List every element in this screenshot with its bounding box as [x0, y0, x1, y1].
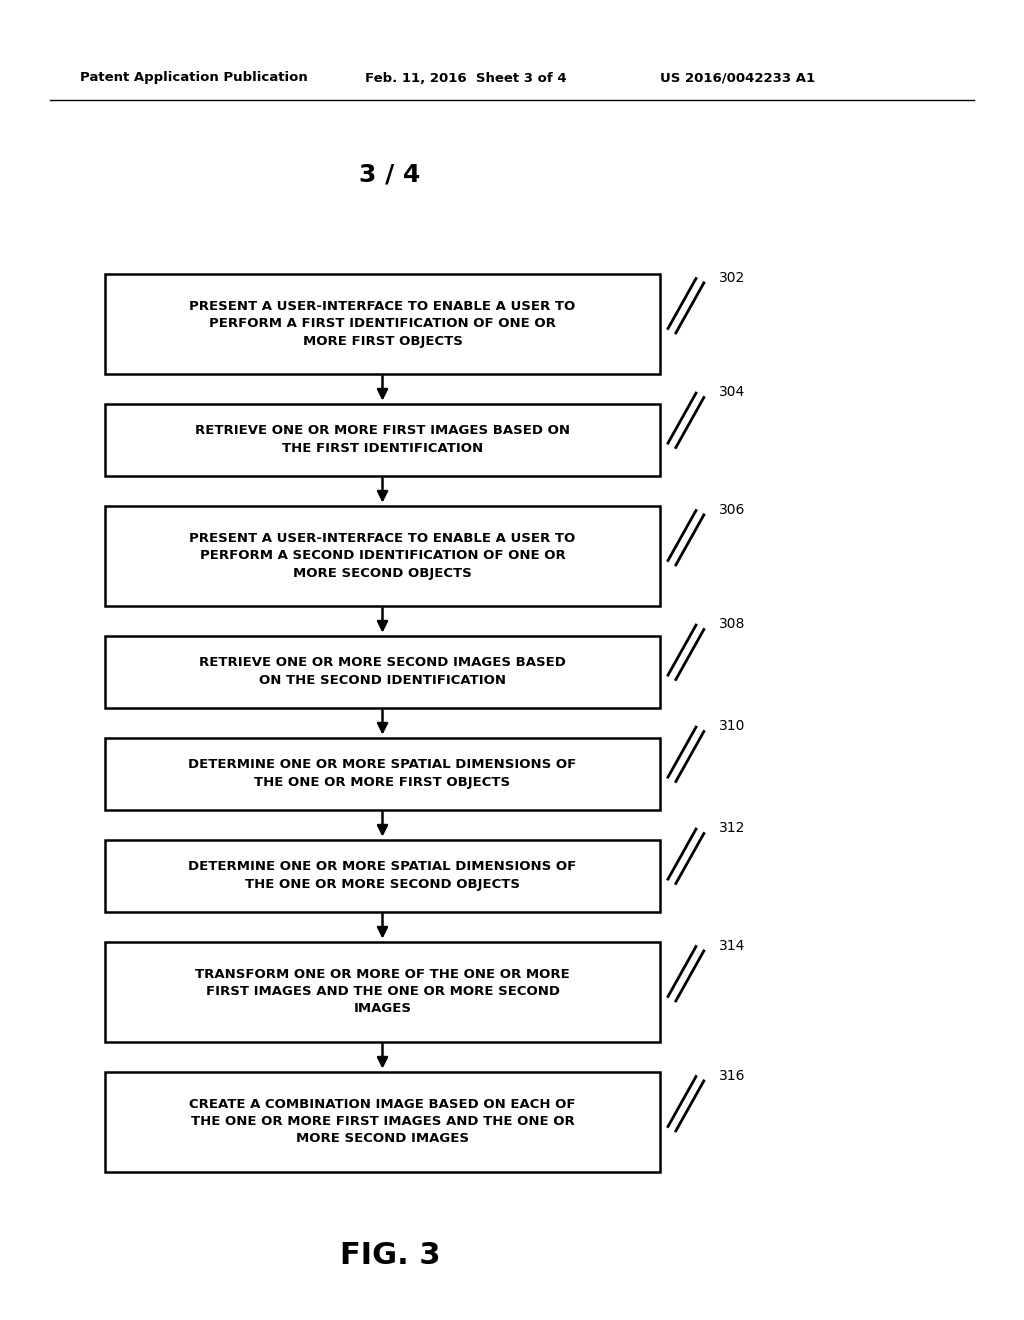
Text: RETRIEVE ONE OR MORE SECOND IMAGES BASED
ON THE SECOND IDENTIFICATION: RETRIEVE ONE OR MORE SECOND IMAGES BASED…: [199, 656, 566, 686]
Text: PRESENT A USER-INTERFACE TO ENABLE A USER TO
PERFORM A FIRST IDENTIFICATION OF O: PRESENT A USER-INTERFACE TO ENABLE A USE…: [189, 300, 575, 347]
Text: 308: 308: [719, 618, 745, 631]
Text: TRANSFORM ONE OR MORE OF THE ONE OR MORE
FIRST IMAGES AND THE ONE OR MORE SECOND: TRANSFORM ONE OR MORE OF THE ONE OR MORE…: [196, 968, 570, 1015]
Bar: [105, 840, 660, 912]
Text: 306: 306: [719, 503, 745, 517]
Text: 314: 314: [719, 939, 745, 953]
Text: 302: 302: [719, 271, 745, 285]
Bar: [105, 738, 660, 809]
Text: DETERMINE ONE OR MORE SPATIAL DIMENSIONS OF
THE ONE OR MORE FIRST OBJECTS: DETERMINE ONE OR MORE SPATIAL DIMENSIONS…: [188, 758, 577, 789]
Bar: [105, 941, 660, 1041]
Text: 316: 316: [719, 1069, 745, 1082]
Bar: [105, 635, 660, 708]
Bar: [105, 273, 660, 374]
Text: Feb. 11, 2016  Sheet 3 of 4: Feb. 11, 2016 Sheet 3 of 4: [365, 71, 566, 84]
Text: CREATE A COMBINATION IMAGE BASED ON EACH OF
THE ONE OR MORE FIRST IMAGES AND THE: CREATE A COMBINATION IMAGE BASED ON EACH…: [189, 1097, 575, 1146]
Text: DETERMINE ONE OR MORE SPATIAL DIMENSIONS OF
THE ONE OR MORE SECOND OBJECTS: DETERMINE ONE OR MORE SPATIAL DIMENSIONS…: [188, 861, 577, 891]
Text: FIG. 3: FIG. 3: [340, 1241, 440, 1270]
Text: PRESENT A USER-INTERFACE TO ENABLE A USER TO
PERFORM A SECOND IDENTIFICATION OF : PRESENT A USER-INTERFACE TO ENABLE A USE…: [189, 532, 575, 579]
Text: 312: 312: [719, 821, 745, 836]
Text: 310: 310: [719, 719, 745, 734]
Bar: [105, 506, 660, 606]
Text: Patent Application Publication: Patent Application Publication: [80, 71, 308, 84]
Text: RETRIEVE ONE OR MORE FIRST IMAGES BASED ON
THE FIRST IDENTIFICATION: RETRIEVE ONE OR MORE FIRST IMAGES BASED …: [195, 424, 570, 455]
Text: 304: 304: [719, 385, 745, 400]
Bar: [105, 404, 660, 475]
Text: US 2016/0042233 A1: US 2016/0042233 A1: [660, 71, 815, 84]
Text: 3 / 4: 3 / 4: [359, 162, 421, 187]
Bar: [105, 1072, 660, 1172]
